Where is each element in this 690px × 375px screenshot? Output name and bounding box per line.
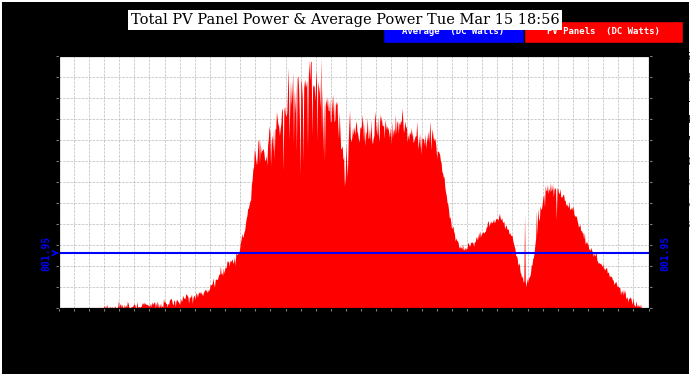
Text: Average  (DC Watts): Average (DC Watts)	[402, 27, 504, 36]
Text: Copyright 2016 Cartronics.com: Copyright 2016 Cartronics.com	[7, 43, 152, 52]
FancyBboxPatch shape	[524, 21, 683, 43]
Text: Total PV Panel Power & Average Power Tue Mar 15 18:56: Total PV Panel Power & Average Power Tue…	[130, 13, 560, 27]
FancyBboxPatch shape	[383, 21, 524, 43]
Text: 801.95: 801.95	[41, 236, 51, 271]
Text: PV Panels  (DC Watts): PV Panels (DC Watts)	[547, 27, 660, 36]
Text: 801.95: 801.95	[660, 236, 671, 271]
